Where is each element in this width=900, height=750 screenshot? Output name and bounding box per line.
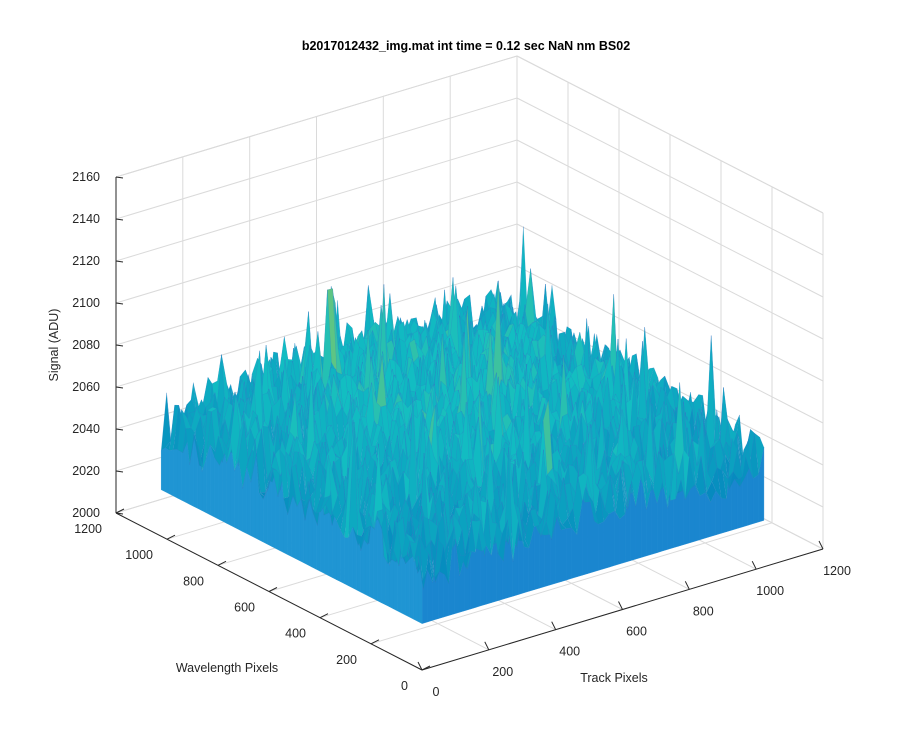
y-tick-label: 1000 [125, 548, 153, 562]
z-tick-label: 2020 [72, 464, 100, 478]
x-tick-label: 1000 [756, 584, 784, 598]
y-tick-label: 1200 [74, 522, 102, 536]
y-tick-label: 200 [336, 653, 357, 667]
surface-face [336, 520, 341, 583]
surface-face [753, 473, 759, 524]
x-tick-label: 800 [693, 604, 714, 618]
y-axis-label: Wavelength Pixels [176, 661, 278, 675]
z-tick-label: 2160 [72, 170, 100, 184]
x-tick-label: 0 [433, 685, 440, 699]
grid-line [115, 181, 518, 304]
z-tick-label: 2080 [72, 338, 100, 352]
z-tick-label: 2040 [72, 422, 100, 436]
surface-face [169, 449, 174, 497]
z-tick [115, 176, 124, 179]
z-tick [115, 386, 124, 389]
surface-face [721, 498, 727, 534]
z-tick-label: 2120 [72, 254, 100, 268]
grid-line [115, 265, 518, 388]
surface-face [603, 513, 610, 570]
surface-face [560, 528, 567, 582]
z-axis-label: Signal (ADU) [47, 309, 61, 382]
surface-face [598, 521, 604, 571]
chart-title: b2017012432_img.mat int time = 0.12 sec … [302, 39, 630, 53]
grid-line [516, 139, 824, 298]
z-tick [115, 344, 124, 347]
surface-face [608, 510, 615, 568]
z-tick [115, 302, 124, 305]
y-tick-label: 0 [401, 679, 408, 693]
grid-line [516, 97, 824, 256]
y-tick-label: 400 [285, 627, 306, 641]
surface-face [699, 492, 706, 541]
grid-line [516, 265, 824, 424]
surface-face [619, 513, 626, 565]
surface-mesh [160, 226, 765, 624]
surface-face [340, 529, 345, 585]
surface-face [160, 447, 166, 493]
box-edge [115, 55, 518, 178]
surface-face [173, 449, 178, 499]
surface-face [332, 512, 337, 581]
grid-line [115, 139, 518, 262]
surface-face [614, 510, 620, 566]
y-tick-label: 600 [234, 601, 255, 615]
surface-face [258, 491, 264, 543]
surface-face [571, 527, 578, 579]
y-tick-label: 800 [183, 574, 204, 588]
z-tick [115, 260, 124, 263]
surface-face [165, 447, 170, 495]
z-tick-label: 2100 [72, 296, 100, 310]
surface-face [534, 524, 540, 590]
grid-line [516, 223, 824, 382]
surface-face [262, 491, 268, 545]
surface-face [523, 546, 530, 594]
z-tick-label: 2060 [72, 380, 100, 394]
grid-line [370, 522, 773, 645]
z-tick [115, 428, 124, 431]
z-tick [115, 470, 124, 473]
surface-face [566, 527, 572, 581]
x-axis-label: Track Pixels [580, 671, 648, 685]
surface-face [470, 550, 476, 610]
box-edge [516, 55, 824, 214]
x-tick-label: 600 [626, 625, 647, 639]
grid-line [115, 223, 518, 346]
x-tick-label: 200 [492, 665, 513, 679]
grid-line [115, 97, 518, 220]
z-tick [115, 218, 124, 221]
grid-line [516, 181, 824, 340]
surface-face [344, 537, 349, 587]
z-tick-label: 2000 [72, 506, 100, 520]
x-tick-label: 1200 [823, 564, 851, 578]
x-tick-label: 400 [559, 645, 580, 659]
z-tick-label: 2140 [72, 212, 100, 226]
